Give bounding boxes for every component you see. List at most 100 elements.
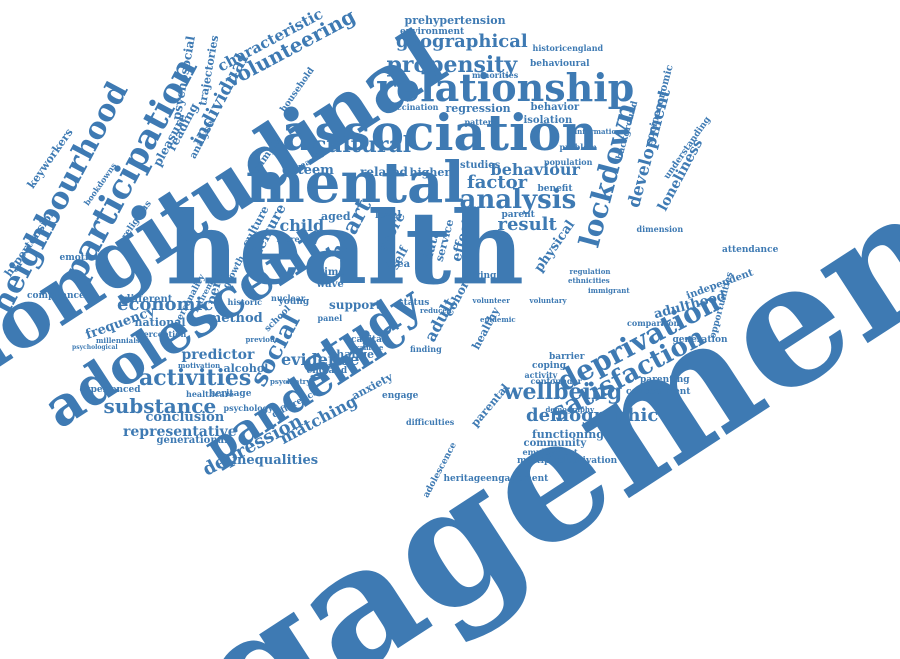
- word-different: different: [123, 294, 173, 305]
- word-conclusion: conclusion: [145, 409, 225, 425]
- word-parent: parent: [501, 209, 535, 220]
- word-previous: previous: [245, 334, 279, 344]
- word-analysis: analysis: [459, 185, 577, 215]
- word-aged: aged: [321, 209, 351, 223]
- word-motivation: motivation: [178, 360, 221, 370]
- word-living: living: [468, 270, 497, 281]
- word-functioning: functioning: [532, 427, 604, 441]
- word-nuclear: nuclear: [271, 293, 306, 303]
- word-environment: environment: [400, 26, 465, 37]
- word-heritageengagement: heritageengagement: [443, 473, 549, 484]
- word-parenting: parenting: [640, 374, 690, 385]
- word-millennials: millennials: [96, 335, 140, 345]
- word-mental: mental: [245, 150, 465, 216]
- word-generational: generational: [156, 435, 228, 446]
- word-factor: factor: [467, 172, 528, 193]
- word-multipledeprivation: multipledeprivation: [517, 455, 618, 466]
- word-benefit: benefit: [537, 183, 573, 194]
- word-esteem: esteem: [282, 162, 334, 178]
- word-status: status: [398, 297, 430, 308]
- word-demography: demography: [545, 404, 595, 414]
- word-confounder: confounder: [530, 376, 582, 386]
- word-method: method: [207, 310, 263, 326]
- word-level: level: [375, 210, 402, 221]
- word-cultural: cultural: [313, 132, 412, 158]
- word-area: area: [385, 259, 411, 270]
- word-result: result: [497, 214, 557, 235]
- word-healthcare: healthcare: [186, 389, 234, 399]
- word-informatics: informatics: [574, 126, 620, 136]
- word-time: time: [319, 267, 345, 278]
- word-perception: perception: [138, 329, 187, 339]
- word-problem: problem: [559, 142, 597, 152]
- word-psychiatry: psychiatry: [270, 376, 311, 386]
- word-pattern: pattern: [464, 117, 498, 127]
- word-attendance: attendance: [722, 244, 779, 255]
- word-employment: employment: [522, 447, 578, 457]
- word-historic: historic: [227, 297, 263, 307]
- word-concealment: concealment: [626, 386, 691, 397]
- word-economic: economic: [117, 294, 214, 315]
- word-inequalities: inequalities: [232, 452, 319, 468]
- word-behaviour: behaviour: [490, 160, 580, 179]
- word-experienced: experienced: [79, 384, 141, 395]
- word-heritage: heritage: [209, 388, 252, 399]
- word-historicengland: historicengland: [532, 43, 604, 53]
- word-young: young: [278, 296, 310, 307]
- word-propensity: propensity: [386, 52, 518, 78]
- word-epidemic: epidemic: [480, 314, 516, 324]
- word-substance: substance: [103, 394, 217, 418]
- word-evidence: evidence: [281, 350, 360, 369]
- word-vaccination: vaccination: [387, 102, 439, 112]
- word-voluntary: voluntary: [529, 295, 567, 305]
- word-demographic: demographic: [526, 405, 659, 426]
- word-england: england: [306, 365, 348, 376]
- word-generation: generation: [672, 334, 728, 345]
- word-finding: finding: [410, 344, 442, 354]
- word-child: child: [279, 216, 325, 235]
- word-immigrant: immigrant: [588, 285, 630, 295]
- word-behavior: behavior: [530, 102, 580, 113]
- word-examine: examine: [350, 342, 384, 352]
- word-ethnicities: ethnicities: [568, 275, 610, 285]
- word-representative: representative: [123, 424, 237, 440]
- word-reduced: reduced: [420, 305, 452, 315]
- word-alcohol: alcohol: [223, 361, 269, 375]
- word-health: health: [166, 189, 525, 307]
- word-activity: activity: [524, 370, 558, 380]
- word-national: national: [134, 315, 186, 329]
- word-change: change: [329, 347, 375, 361]
- word-studies: studies: [460, 160, 501, 171]
- word-support: support: [329, 298, 382, 312]
- word-community: community: [523, 438, 587, 449]
- word-regulation: regulation: [569, 266, 611, 276]
- word-prehypertension: prehypertension: [404, 13, 506, 27]
- word-engage: engage: [382, 390, 419, 401]
- word-psychological: psychological: [72, 344, 118, 351]
- word-related: related: [360, 165, 408, 179]
- word-predictor: predictor: [181, 347, 255, 363]
- word-isolation: isolation: [523, 115, 573, 126]
- word-behavioural: behavioural: [530, 58, 590, 69]
- word-population: population: [544, 157, 593, 167]
- word-association: association: [282, 103, 598, 162]
- word-comparison: comparison: [627, 318, 680, 328]
- word-psychology: psychology: [223, 403, 273, 413]
- word-relationship: relationship: [376, 65, 635, 110]
- word-volunteer: volunteer: [472, 295, 510, 305]
- word-geographical: geographical: [396, 31, 528, 52]
- word-higher: higher: [409, 165, 451, 179]
- word-dimension: dimension: [636, 224, 684, 234]
- word-healthy: healthy: [469, 304, 503, 352]
- word-minorities: minorities: [472, 70, 519, 80]
- word-capital: capital: [351, 334, 386, 345]
- word-activities: activities: [139, 365, 252, 391]
- word-regression: regression: [445, 101, 511, 115]
- word-emotion: emotion: [59, 252, 101, 263]
- word-wave: wave: [316, 279, 344, 290]
- word-more: more: [276, 234, 300, 244]
- word-barrier: barrier: [549, 351, 585, 362]
- word-difficulties: difficulties: [406, 417, 455, 427]
- word-coping: coping: [532, 360, 567, 371]
